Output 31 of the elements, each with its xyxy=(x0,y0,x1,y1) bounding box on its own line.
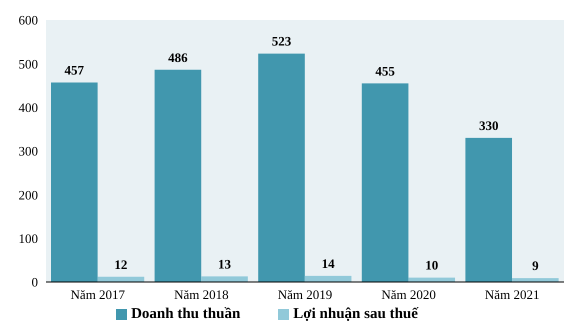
y-tick-label: 200 xyxy=(18,187,38,202)
bar xyxy=(408,278,456,282)
data-label: 10 xyxy=(425,258,438,273)
y-tick-label: 100 xyxy=(18,230,38,246)
data-label: 12 xyxy=(114,256,128,272)
x-tick-label: Năm 2017 xyxy=(70,287,126,302)
data-label: 486 xyxy=(168,50,188,65)
bar xyxy=(51,82,98,282)
x-tick-label: Năm 2020 xyxy=(381,287,436,302)
data-label: 523 xyxy=(272,34,292,49)
y-tick-label: 0 xyxy=(32,274,38,290)
x-tick-label: Năm 2018 xyxy=(174,287,229,302)
y-tick-label: 500 xyxy=(18,56,38,72)
bar xyxy=(362,83,408,282)
bar xyxy=(465,138,512,282)
data-label: 457 xyxy=(64,62,85,78)
bar xyxy=(154,70,202,282)
data-label: 9 xyxy=(532,258,540,274)
y-tick-label: 300 xyxy=(18,144,38,159)
y-tick-label: 600 xyxy=(18,12,38,28)
bar xyxy=(258,54,305,282)
data-label: 14 xyxy=(322,256,336,271)
bar xyxy=(304,276,352,282)
data-label: 455 xyxy=(375,63,396,78)
data-label: 13 xyxy=(218,256,232,272)
legend-label: Doanh thu thuần xyxy=(131,306,240,322)
x-tick-label: Năm 2021 xyxy=(484,287,540,302)
x-tick-label: Năm 2019 xyxy=(278,287,332,302)
data-label: 330 xyxy=(478,118,498,133)
y-tick-label: 400 xyxy=(18,100,38,115)
legend-label: Lợi nhuận sau thuế xyxy=(293,306,418,322)
